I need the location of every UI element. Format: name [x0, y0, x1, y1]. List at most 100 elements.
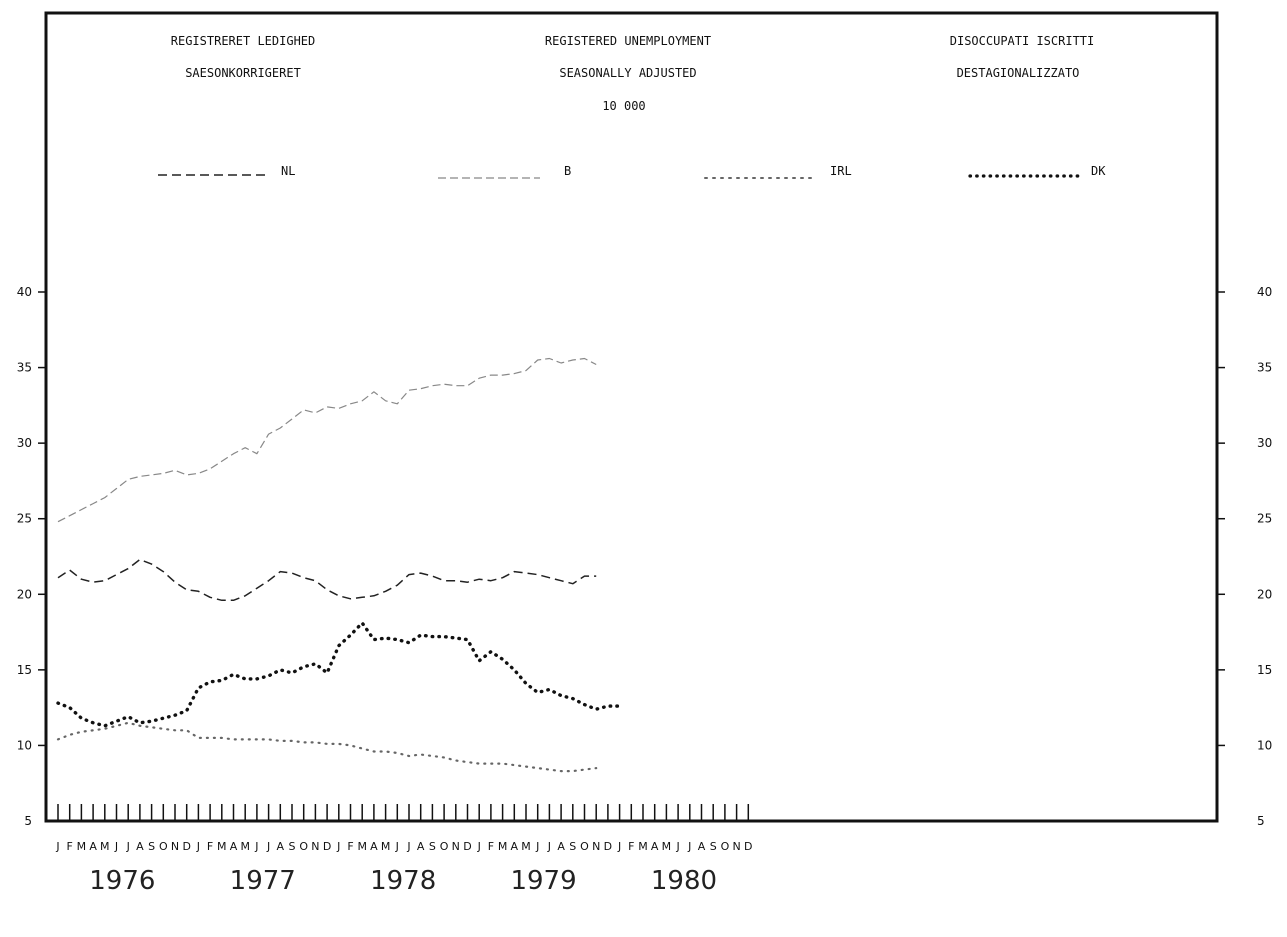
month-label: N [732, 840, 740, 853]
month-label: J [477, 840, 481, 853]
month-label: A [698, 840, 706, 853]
month-label: J [55, 840, 59, 853]
month-label: D [744, 840, 752, 853]
month-label: A [89, 840, 97, 853]
month-label: J [547, 840, 551, 853]
month-label: M [662, 840, 672, 853]
y-tick-label-left: 35 [17, 361, 32, 375]
legend-label-dk: DK [1091, 164, 1106, 178]
y-tick-label-right: 5 [1257, 814, 1265, 828]
header-english-unit: 10 000 [602, 99, 645, 113]
month-label: F [628, 840, 634, 853]
y-tick-label-right: 10 [1257, 738, 1272, 752]
y-tick-label-right: 20 [1257, 587, 1272, 601]
y-tick-label-right: 40 [1257, 285, 1272, 299]
y-tick-label-right: 35 [1257, 361, 1272, 375]
header-danish-line1: REGISTRERET LEDIGHED [171, 34, 316, 48]
series-line-dk [56, 621, 622, 728]
month-label: A [370, 840, 378, 853]
month-label: S [289, 840, 296, 853]
month-label: S [569, 840, 576, 853]
month-label: D [604, 840, 612, 853]
month-label: M [240, 840, 250, 853]
month-label: J [395, 840, 399, 853]
series-line-irl [56, 721, 598, 773]
month-label: D [463, 840, 471, 853]
y-tick-label-left: 15 [17, 663, 32, 677]
month-label: J [336, 840, 340, 853]
y-axes: 5 5 10 10 15 15 20 20 25 25 30 30 35 35 40 40 [17, 285, 1273, 828]
month-label: N [592, 840, 600, 853]
month-label: A [136, 840, 144, 853]
header-italian-line1: DISOCCUPATI ISCRITTI [950, 34, 1095, 48]
month-label: J [126, 840, 130, 853]
month-label: M [217, 840, 227, 853]
legend-label-b: B [564, 164, 571, 178]
series-line-b [57, 357, 597, 523]
month-label: D [323, 840, 331, 853]
month-label: M [357, 840, 367, 853]
month-label: J [406, 840, 410, 853]
month-label: F [207, 840, 213, 853]
month-label: A [651, 840, 659, 853]
month-label: O [159, 840, 168, 853]
month-label: D [182, 840, 190, 853]
month-label: O [580, 840, 589, 853]
month-label: J [687, 840, 691, 853]
y-tick-label-left: 40 [17, 285, 32, 299]
y-tick-label-left: 30 [17, 436, 32, 450]
year-label: 1980 [651, 866, 717, 896]
y-tick-label-right: 25 [1257, 512, 1272, 526]
y-tick-label-left: 20 [17, 587, 32, 601]
month-label: A [511, 840, 519, 853]
month-label: J [114, 840, 118, 853]
legend-label-nl: NL [281, 164, 295, 178]
series-line-nl [57, 558, 597, 602]
month-label: M [77, 840, 87, 853]
month-label: N [452, 840, 460, 853]
month-label: J [254, 840, 258, 853]
y-tick-label-left: 25 [17, 512, 32, 526]
month-label: F [67, 840, 73, 853]
header-italian-line2: DESTAGIONALIZZATO [957, 66, 1080, 80]
month-label: M [521, 840, 531, 853]
plot-frame [44, 11, 1219, 823]
header-danish-line2: SAESONKORRIGERET [185, 66, 301, 80]
month-label: M [100, 840, 110, 853]
month-label: J [196, 840, 200, 853]
month-label: N [171, 840, 179, 853]
month-label: J [266, 840, 270, 853]
header-english-line2: SEASONALLY ADJUSTED [559, 66, 696, 80]
month-label: N [311, 840, 319, 853]
month-label: O [299, 840, 308, 853]
month-label: M [498, 840, 508, 853]
header-english-line1: REGISTERED UNEMPLOYMENT [545, 34, 711, 48]
year-label: 1979 [510, 866, 576, 896]
legend: NL B IRL DK [158, 164, 1106, 179]
y-tick-label-left: 10 [17, 738, 32, 752]
month-label: A [230, 840, 238, 853]
y-tick-label-left: 5 [24, 814, 32, 828]
year-label: 1977 [230, 866, 296, 896]
y-tick-label-right: 15 [1257, 663, 1272, 677]
month-label: F [488, 840, 494, 853]
month-label: A [557, 840, 565, 853]
month-label: S [148, 840, 155, 853]
month-label: S [710, 840, 717, 853]
month-label: F [347, 840, 353, 853]
month-label: M [638, 840, 648, 853]
y-tick-label-right: 30 [1257, 436, 1272, 450]
month-label: J [617, 840, 621, 853]
month-label: O [440, 840, 449, 853]
month-label: J [535, 840, 539, 853]
month-label: A [417, 840, 425, 853]
month-label: M [381, 840, 391, 853]
year-label: 1978 [370, 866, 436, 896]
month-label: J [675, 840, 679, 853]
year-label: 1976 [89, 866, 155, 896]
month-label: A [277, 840, 285, 853]
month-label: S [429, 840, 436, 853]
series-lines [56, 357, 622, 773]
